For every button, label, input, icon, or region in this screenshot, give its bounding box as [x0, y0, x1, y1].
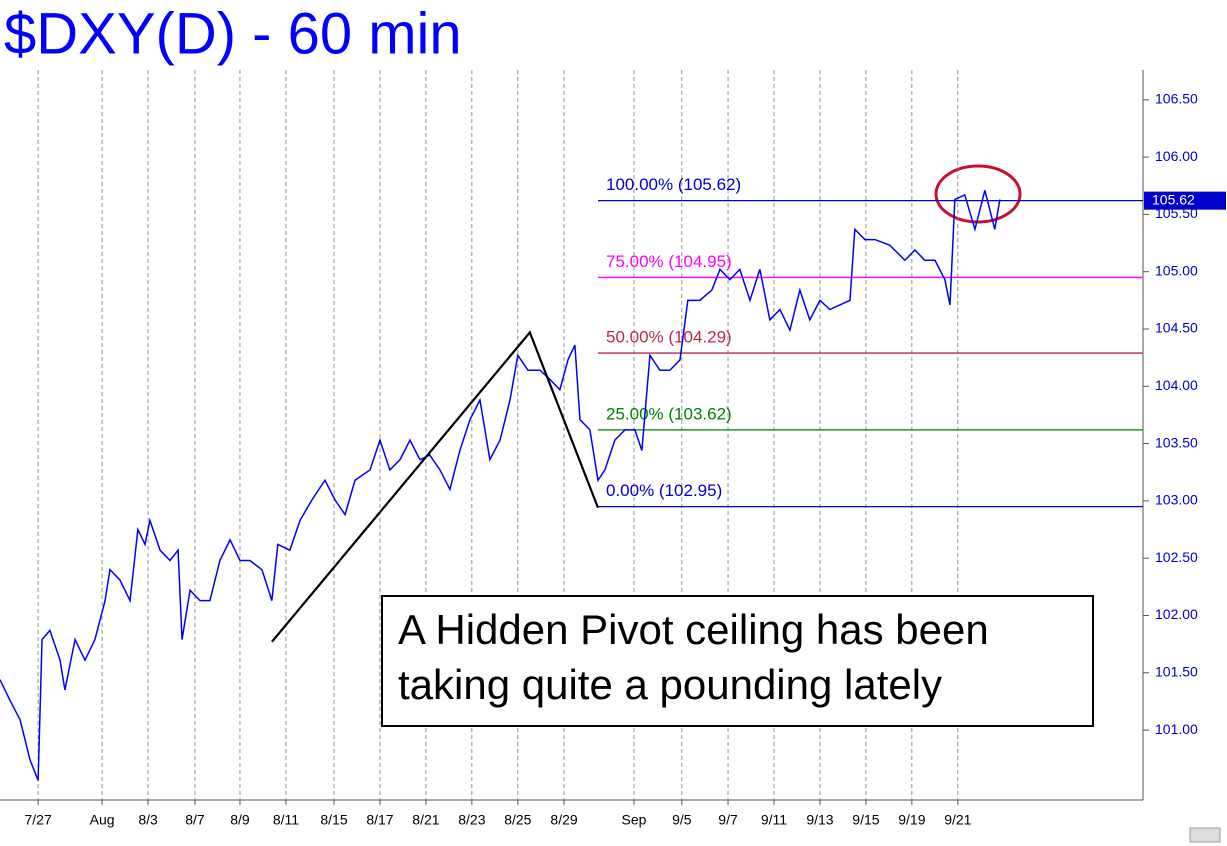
y-tick-label: 104.00: [1155, 377, 1198, 393]
fib-label: 25.00% (103.62): [606, 404, 732, 423]
fib-label: 0.00% (102.95): [606, 481, 722, 500]
scrollbar[interactable]: [1189, 827, 1221, 843]
pivot-pattern: [271, 330, 600, 643]
x-tick-label: 8/15: [320, 812, 347, 828]
y-tick-label: 103.00: [1155, 492, 1198, 508]
x-tick-label: 9/7: [718, 812, 738, 828]
chart-title: $DXY(D) - 60 min: [4, 1, 462, 66]
x-tick-label: 9/11: [761, 812, 787, 828]
last-value-label: 105.62: [1152, 191, 1195, 207]
x-tick-label: 8/29: [550, 812, 577, 828]
x-tick-label: 9/21: [944, 812, 971, 828]
x-tick-label: 9/13: [806, 812, 833, 828]
y-tick-label: 102.00: [1155, 606, 1198, 622]
x-tick-label: 8/21: [412, 812, 439, 828]
highlight-circle: [934, 164, 1022, 224]
x-tick-label: 8/11: [273, 812, 299, 828]
y-tick-label: 101.00: [1155, 721, 1198, 737]
x-tick-label: Aug: [90, 812, 115, 828]
x-tick-label: 7/27: [24, 812, 51, 828]
y-tick-label: 106.50: [1155, 90, 1198, 106]
x-tick-label: 8/9: [230, 812, 250, 828]
x-tick-label: 9/5: [672, 812, 692, 828]
fib-label: 50.00% (104.29): [606, 328, 732, 347]
last-value-box: [1144, 191, 1226, 210]
y-tick-label: 103.50: [1155, 434, 1198, 450]
fib-label: 100.00% (105.62): [606, 175, 741, 194]
annotation-line: taking quite a pounding lately: [398, 661, 942, 708]
price-line: [0, 190, 1001, 781]
x-tick-label: 8/23: [458, 812, 485, 828]
x-tick-label: 9/15: [852, 812, 879, 828]
y-tick-label: 102.50: [1155, 549, 1198, 565]
y-tick-label: 105.00: [1155, 262, 1198, 278]
annotation-line: A Hidden Pivot ceiling has been: [398, 606, 989, 653]
x-tick-label: 8/25: [504, 812, 531, 828]
y-tick-label: 104.50: [1155, 320, 1198, 336]
annotation-box: [381, 595, 1094, 727]
x-tick-label: 8/17: [366, 812, 393, 828]
x-tick-label: 8/3: [138, 812, 158, 828]
fib-label: 75.00% (104.95): [606, 252, 732, 271]
x-tick-label: 9/19: [898, 812, 925, 828]
x-tick-label: 8/7: [185, 812, 205, 828]
y-tick-label: 101.50: [1155, 663, 1198, 679]
y-tick-label: 106.00: [1155, 148, 1198, 164]
x-tick-label: Sep: [622, 812, 647, 828]
